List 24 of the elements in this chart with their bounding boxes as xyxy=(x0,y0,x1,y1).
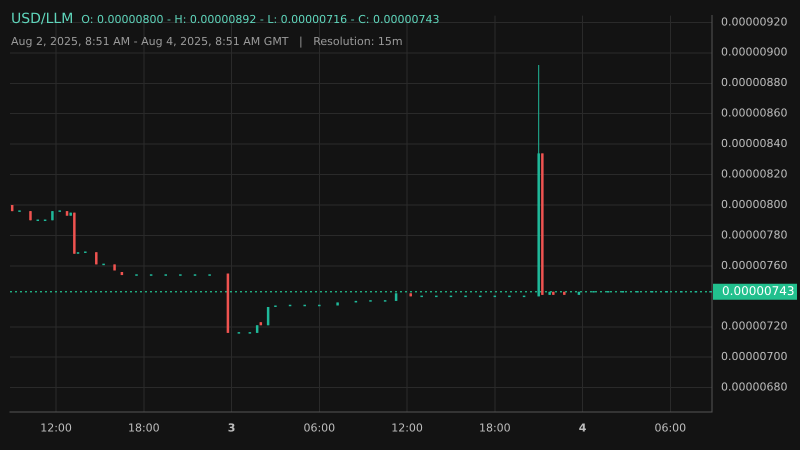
y-tick-label: 0.00000840 xyxy=(721,137,788,150)
y-tick-label: 0.00000900 xyxy=(721,46,788,59)
x-tick-label: 18:00 xyxy=(128,421,160,434)
y-tick-label: 0.00000720 xyxy=(721,320,788,333)
text: Aug 2, 2025, 8:51 AM - Aug 4, 2025, 8:51 AM GMT | Resolution: 15m xyxy=(11,35,403,48)
y-tick-label: 0.00000760 xyxy=(721,258,788,272)
y-tick-label: 0.00000680 xyxy=(721,380,788,394)
x-tick-label: 12:00 xyxy=(40,421,72,434)
x-tick-label: 18:00 xyxy=(478,421,511,434)
x-tick-label: 3 xyxy=(228,421,236,434)
y-tick-label: 0.00000780 xyxy=(721,228,788,242)
x-tick-label: 06:00 xyxy=(303,421,336,434)
ref-line-label: 0.00000743 xyxy=(722,284,795,298)
y-tick-label: 0.00000800 xyxy=(721,198,788,211)
x-tick-label: 06:00 xyxy=(654,421,686,434)
y-tick-label: 0.00000700 xyxy=(721,350,788,364)
annotation: O: 0.00000800 - H: 0.00000892 - L: 0.00000716 - C: 0.00000743 xyxy=(81,13,440,26)
x-tick-label: 4 xyxy=(578,421,587,434)
y-tick-label: 0.00000820 xyxy=(721,167,788,180)
y-tick-label: 0.00000880 xyxy=(721,76,788,90)
y-tick-label: 0.00000920 xyxy=(721,15,788,28)
y-tick-label: 0.00000860 xyxy=(721,106,788,120)
x-tick-label: 12:00 xyxy=(391,421,423,434)
chart-title: USD/LLM xyxy=(11,11,74,27)
